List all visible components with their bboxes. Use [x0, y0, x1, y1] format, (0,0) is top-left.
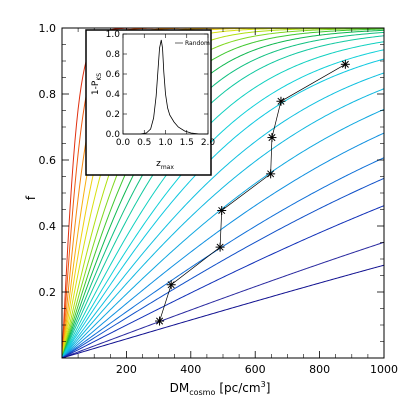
model-curve [62, 28, 384, 358]
main-y-label: f [24, 195, 38, 200]
x-tick-label: 600 [245, 363, 266, 376]
inset-panel: 0.0 0.5 1.0 1.5 2.0 0.0 0.2 0.4 0.6 0.8 1.0 Random… [85, 29, 216, 176]
x-tick-label: 1000 [370, 363, 398, 376]
inset-x-tick-label: 1.5 [180, 138, 194, 148]
model-curve [62, 28, 384, 358]
inset-axis-ticks: 0.0 0.5 1.0 1.5 2.0 0.0 0.2 0.4 0.6 0.8 1.0 [106, 30, 216, 148]
x-tick-label: 400 [180, 363, 201, 376]
inset-y-tick-label: 0.0 [106, 130, 121, 140]
inset-legend: Random [175, 40, 210, 47]
y-tick-label: 0.4 [39, 220, 57, 233]
model-curves [62, 28, 384, 358]
model-curve [62, 264, 384, 358]
asterisk-marker [340, 59, 350, 69]
main-plot: 200 400 600 800 1000 0.2 0.4 0.6 0.8 1.0 f DMcosm… [24, 22, 398, 397]
series-line [159, 63, 346, 322]
y-tick-label: 1.0 [39, 22, 57, 35]
inset-background [85, 29, 212, 176]
inset-x-tick-label: 2.0 [201, 138, 216, 148]
main-x-label: DMcosmo [pc/cm3] [170, 380, 271, 397]
y-tick-label: 0.8 [39, 88, 57, 101]
asterisk-marker [215, 242, 225, 252]
asterisk-marker [266, 169, 276, 179]
model-curve [62, 177, 384, 358]
model-curve [62, 28, 384, 358]
inset-y-tick-label: 1.0 [106, 30, 121, 40]
model-curve [62, 241, 384, 358]
inset-y-tick-label: 0.6 [106, 70, 121, 80]
asterisk-marker [166, 280, 176, 290]
asterisk-marker [155, 316, 165, 326]
model-curve [62, 35, 384, 358]
model-curve [62, 108, 384, 358]
asterisk-marker [267, 133, 277, 143]
inset-y-tick-label: 0.8 [106, 50, 121, 60]
inset-y-label: 1-PKS [91, 73, 103, 95]
model-curve [62, 205, 384, 358]
model-curve [62, 49, 384, 358]
inset-x-label: zmax [156, 159, 174, 171]
model-curve [62, 132, 384, 358]
y-tick-label: 0.6 [39, 154, 57, 167]
model-curve [62, 72, 384, 358]
inset-y-tick-label: 0.2 [106, 110, 120, 120]
inset-legend-label: Random [185, 40, 210, 47]
inset-series [123, 39, 208, 135]
asterisk-marker [276, 96, 286, 106]
inset-x-tick-label: 0.5 [137, 138, 151, 148]
model-curve [62, 31, 384, 358]
x-tick-label: 800 [309, 363, 330, 376]
model-curve [62, 29, 384, 358]
inset-x-tick-label: 0.0 [116, 138, 131, 148]
inset-y-tick-label: 0.4 [106, 90, 121, 100]
y-tick-label: 0.2 [39, 286, 57, 299]
main-axis-ticks: 200 400 600 800 1000 0.2 0.4 0.6 0.8 1.0 [39, 22, 399, 376]
inset-series-line [123, 39, 208, 135]
x-tick-label: 200 [116, 363, 137, 376]
model-curve [62, 58, 384, 358]
model-curve [62, 41, 384, 358]
inset-x-tick-label: 1.0 [158, 138, 173, 148]
measured-series [155, 59, 350, 326]
asterisk-marker [217, 205, 227, 215]
model-curve [62, 157, 384, 358]
model-curve [62, 88, 384, 358]
